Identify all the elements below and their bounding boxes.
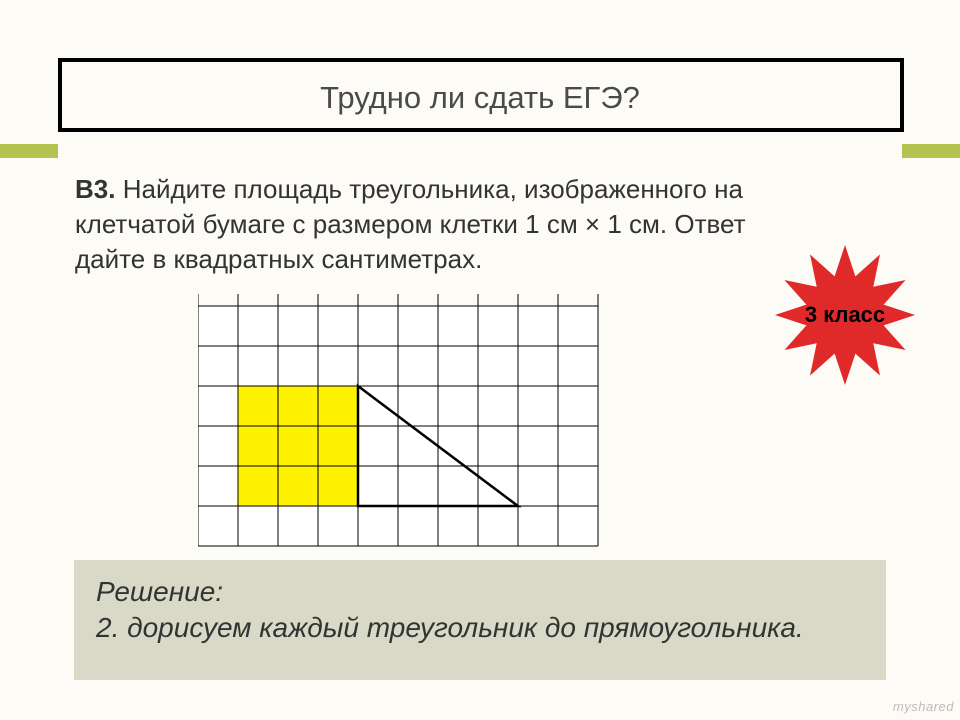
title-frame-bottom [58, 128, 904, 132]
accent-strip-right [902, 144, 960, 158]
slide-title: Трудно ли сдать ЕГЭ? [0, 80, 960, 116]
problem-text: В3. Найдите площадь треугольника, изобра… [75, 172, 795, 277]
title-frame-top [58, 58, 904, 62]
problem-label: В3. [75, 174, 115, 204]
grid-diagram [198, 292, 600, 553]
solution-box: Решение: 2. дорисуем каждый треугольник … [74, 560, 886, 680]
grid-svg [198, 292, 600, 548]
starburst-label: 3 класс [760, 230, 930, 400]
solution-line: 2. дорисуем каждый треугольник до прямоу… [96, 610, 864, 646]
watermark: myshared [893, 699, 954, 714]
solution-heading: Решение: [96, 574, 864, 610]
accent-strip-left [0, 144, 58, 158]
starburst-badge: 3 класс [760, 230, 930, 400]
problem-body: Найдите площадь треугольника, изображенн… [75, 174, 746, 274]
